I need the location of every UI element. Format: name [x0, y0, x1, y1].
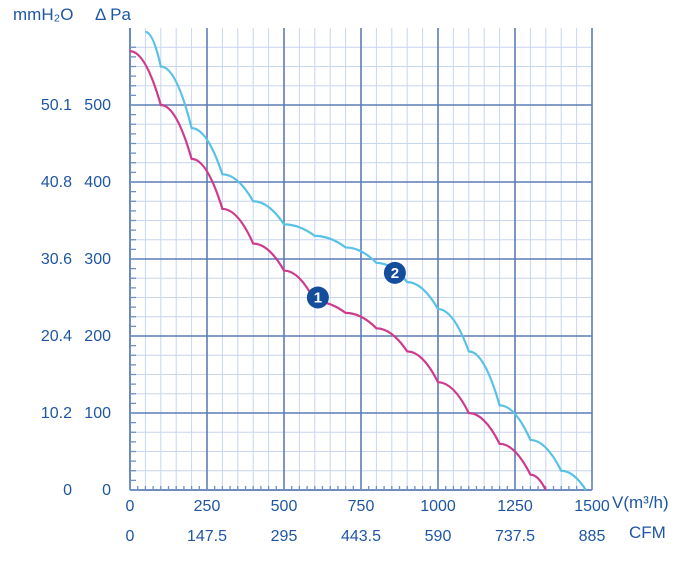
x-secondary-tick-label: 147.5 — [187, 528, 227, 545]
y-secondary-tick-label: 40.8 — [41, 174, 72, 191]
x-primary-tick-label: 1500 — [574, 498, 610, 515]
y-primary-tick-label: 200 — [84, 328, 111, 345]
x-secondary-tick-label: 885 — [579, 528, 606, 545]
x-axis-secondary-unit: CFM — [629, 523, 666, 542]
series-1-line — [129, 50, 547, 491]
x-primary-tick-label: 500 — [271, 498, 298, 515]
series-2-marker-label: 2 — [391, 265, 399, 282]
y-primary-tick-label: 300 — [84, 251, 111, 268]
series-2-line — [145, 30, 587, 491]
y-secondary-tick-label: 50.1 — [41, 97, 72, 114]
series-1-marker — [306, 286, 329, 309]
x-secondary-tick-label: 0 — [126, 528, 135, 545]
x-primary-tick-label: 250 — [194, 498, 221, 515]
x-secondary-tick-label: 590 — [425, 528, 452, 545]
x-primary-tick-label: 1000 — [420, 498, 456, 515]
x-primary-tick-label: 0 — [126, 498, 135, 515]
y-secondary-tick-label: 0 — [63, 482, 72, 499]
x-secondary-tick-label: 737.5 — [495, 528, 535, 545]
x-primary-tick-label: 750 — [348, 498, 375, 515]
series-2-marker — [383, 261, 406, 284]
y-axis-secondary-unit: mmH₂O — [13, 5, 73, 24]
x-secondary-tick-label: 295 — [271, 528, 298, 545]
y-primary-tick-label: 0 — [102, 482, 111, 499]
x-secondary-tick-label: 443.5 — [341, 528, 381, 545]
y-secondary-tick-label: 30.6 — [41, 251, 72, 268]
series-1-marker-label: 1 — [314, 290, 322, 307]
x-axis-primary-unit: V(m³/h) — [612, 493, 669, 512]
y-primary-tick-label: 500 — [84, 97, 111, 114]
y-axis-primary-unit: Δ Pa — [95, 5, 131, 24]
y-primary-tick-label: 400 — [84, 174, 111, 191]
y-primary-tick-label: 100 — [84, 405, 111, 422]
x-primary-tick-label: 1250 — [497, 498, 533, 515]
y-secondary-tick-label: 20.4 — [41, 328, 72, 345]
y-secondary-tick-label: 10.2 — [41, 405, 72, 422]
